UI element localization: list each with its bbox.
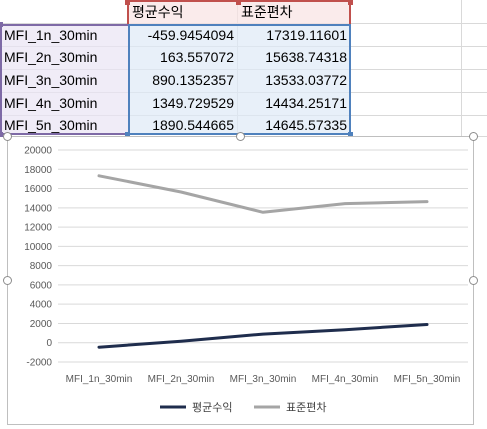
y-tick-label: 16000: [24, 184, 52, 195]
chart-resize-handle-nw[interactable]: [3, 132, 12, 141]
mean-value-cell[interactable]: 1890.544665: [128, 114, 237, 137]
y-tick-label: 12000: [24, 223, 52, 234]
y-tick-label: 8000: [30, 261, 53, 272]
series-line-1: [99, 325, 427, 348]
y-tick-label: 2000: [30, 319, 53, 330]
header-cell-mean[interactable]: 평균수익: [128, 1, 237, 24]
y-tick-label: 6000: [30, 280, 53, 291]
x-tick-label: MFI_2n_30min: [148, 374, 215, 385]
y-tick-label: 4000: [30, 300, 53, 311]
y-tick-label: 14000: [24, 203, 52, 214]
row-label-cell[interactable]: MFI_2n_30min: [0, 46, 128, 69]
y-tick-label: 0: [46, 338, 52, 349]
row-label-cell[interactable]: MFI_5n_30min: [0, 114, 128, 137]
mean-value-cell[interactable]: -459.9454094: [128, 24, 237, 47]
legend-label: 표준편차: [286, 401, 326, 414]
y-tick-label: -2000: [26, 358, 52, 369]
x-tick-label: MFI_3n_30min: [230, 374, 297, 385]
header-cell-std[interactable]: 표준편차: [237, 1, 350, 24]
x-tick-label: MFI_4n_30min: [312, 374, 379, 385]
x-tick-label: MFI_1n_30min: [66, 374, 133, 385]
row-label-cell[interactable]: MFI_1n_30min: [0, 24, 128, 47]
mean-value-cell[interactable]: 163.557072: [128, 46, 237, 69]
y-tick-label: 18000: [24, 165, 52, 176]
chart-resize-handle-n[interactable]: [236, 132, 245, 141]
std-value-cell[interactable]: 17319.11601: [237, 24, 350, 47]
x-tick-label: MFI_5n_30min: [394, 374, 461, 385]
y-tick-label: 10000: [24, 242, 52, 253]
series-line-2: [99, 176, 427, 213]
std-value-cell[interactable]: 14434.25171: [237, 92, 350, 115]
std-value-cell[interactable]: 14645.57335: [237, 114, 350, 137]
row-label-cell[interactable]: MFI_4n_30min: [0, 92, 128, 115]
mean-value-cell[interactable]: 1349.729529: [128, 92, 237, 115]
chart-resize-handle-w[interactable]: [3, 276, 12, 285]
chart-resize-handle-ne[interactable]: [469, 132, 478, 141]
mean-value-cell[interactable]: 890.1352357: [128, 69, 237, 92]
std-value-cell[interactable]: 15638.74318: [237, 46, 350, 69]
row-label-cell[interactable]: MFI_3n_30min: [0, 69, 128, 92]
legend-label: 평균수익: [192, 401, 232, 414]
y-tick-label: 20000: [24, 146, 52, 157]
std-value-cell[interactable]: 13533.03772: [237, 69, 350, 92]
line-chart: 2000018000160001400012000100008000600040…: [8, 137, 473, 424]
chart-resize-handle-e[interactable]: [469, 276, 478, 285]
